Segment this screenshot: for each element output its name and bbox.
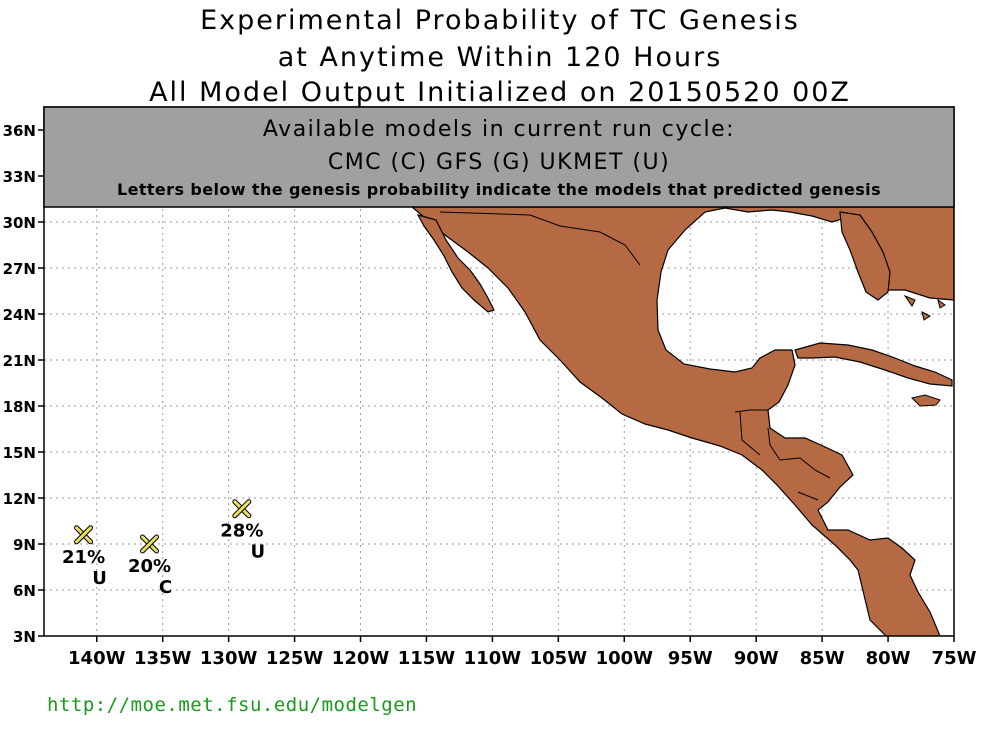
genesis-marker: 21%U	[62, 525, 107, 589]
y-tick-label: 18N	[3, 398, 36, 416]
x-mark-icon	[140, 534, 160, 554]
genesis-probability-label: 21%	[62, 547, 105, 568]
x-tick-label: 80W	[866, 648, 911, 669]
x-tick-label: 125W	[266, 648, 324, 669]
y-tick-label: 9N	[13, 536, 36, 554]
x-tick-label: 140W	[68, 648, 126, 669]
x-tick-label: 120W	[332, 648, 390, 669]
y-tick-label: 27N	[3, 260, 36, 278]
title-line-3: All Model Output Initialized on 20150520…	[149, 77, 851, 108]
x-tick-label: 135W	[134, 648, 192, 669]
x-tick-label: 95W	[668, 648, 713, 669]
genesis-markers: 21%U20%C28%U	[62, 499, 266, 598]
model-banner: Available models in current run cycle: C…	[43, 106, 955, 208]
x-tick-label: 105W	[530, 648, 588, 669]
x-tick-label: 130W	[200, 648, 258, 669]
land-baja-california	[416, 214, 495, 313]
genesis-marker: 20%C	[128, 534, 172, 598]
banner-models: CMC (C) GFS (G) UKMET (U)	[328, 150, 670, 175]
banner-note: Letters below the genesis probability in…	[117, 180, 881, 199]
x-tick-label: 100W	[596, 648, 654, 669]
x-tick-label: 85W	[800, 648, 845, 669]
footer-url[interactable]: http://moe.met.fsu.edu/modelgen	[47, 694, 418, 716]
y-tick-label: 12N	[3, 490, 36, 508]
axis-ticks: 140W 135W 130W 125W 120W 115W 110W 105W 100W 95W 9…	[3, 122, 977, 669]
genesis-model-letters: U	[92, 568, 107, 589]
x-tick-label: 90W	[734, 648, 779, 669]
genesis-model-letters: U	[251, 542, 266, 563]
border-lines	[439, 211, 831, 501]
y-tick-label: 33N	[3, 168, 36, 186]
genesis-marker: 28%U	[220, 499, 266, 563]
title-line-1: Experimental Probability of TC Genesis	[200, 5, 800, 36]
y-tick-label: 21N	[3, 352, 36, 370]
land-north-america	[410, 206, 954, 636]
land-jamaica	[911, 394, 941, 407]
y-tick-label: 15N	[3, 444, 36, 462]
genesis-model-letters: C	[159, 577, 172, 598]
x-tick-label: 110W	[464, 648, 522, 669]
banner-heading: Available models in current run cycle:	[263, 117, 735, 142]
y-tick-label: 3N	[13, 628, 36, 646]
x-mark-icon	[232, 499, 252, 519]
x-tick-label: 75W	[932, 648, 977, 669]
genesis-probability-label: 20%	[128, 556, 171, 577]
land-cuba	[794, 342, 953, 387]
land-florida	[839, 211, 891, 301]
y-tick-label: 6N	[13, 582, 36, 600]
land-layer	[410, 206, 954, 636]
land-bahamas	[903, 294, 946, 321]
y-tick-label: 24N	[3, 306, 36, 324]
x-mark-icon	[74, 525, 94, 545]
y-tick-label: 36N	[3, 122, 36, 140]
title-line-2: at Anytime Within 120 Hours	[277, 42, 723, 73]
x-tick-label: 115W	[398, 648, 456, 669]
y-tick-label: 30N	[3, 214, 36, 232]
genesis-probability-label: 28%	[220, 521, 263, 542]
